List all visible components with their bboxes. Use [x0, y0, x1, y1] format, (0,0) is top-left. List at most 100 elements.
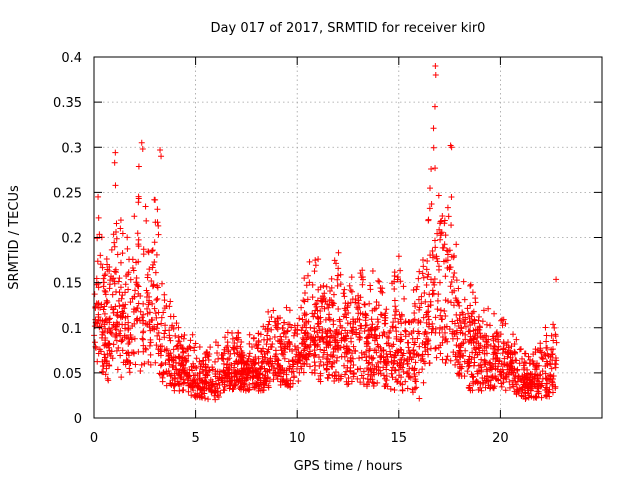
data-point [179, 366, 186, 373]
data-point [411, 385, 418, 392]
data-point [188, 392, 195, 399]
data-point [511, 340, 518, 347]
data-point [302, 354, 309, 361]
data-point [366, 346, 373, 353]
data-point [279, 350, 286, 357]
data-point [427, 252, 434, 259]
data-point [283, 367, 290, 374]
data-point [117, 225, 124, 232]
data-point [483, 339, 490, 346]
data-point [443, 356, 450, 363]
data-point [314, 343, 321, 350]
data-point [293, 351, 300, 358]
data-point [317, 372, 324, 379]
data-point [331, 359, 338, 366]
data-point [469, 289, 476, 296]
data-point [341, 371, 348, 378]
data-point [238, 339, 245, 346]
data-point [109, 291, 116, 298]
data-point [286, 366, 293, 373]
data-point [146, 266, 153, 273]
data-point [410, 317, 417, 324]
data-point [263, 341, 270, 348]
data-point [167, 380, 174, 387]
data-point [320, 349, 327, 356]
data-point [224, 360, 231, 367]
data-point [501, 355, 508, 362]
data-point [373, 305, 380, 312]
data-point [391, 357, 398, 364]
data-point [255, 370, 262, 377]
data-point [139, 317, 146, 324]
data-point [151, 305, 158, 312]
data-point [161, 305, 168, 312]
data-point [156, 370, 163, 377]
data-point [391, 297, 398, 304]
data-point [290, 374, 297, 381]
data-point [292, 327, 299, 334]
data-point [333, 260, 340, 267]
data-point [357, 379, 364, 386]
data-point [173, 343, 180, 350]
data-point [391, 387, 398, 394]
data-point [542, 324, 549, 331]
data-point [311, 325, 318, 332]
data-point [435, 266, 442, 273]
data-point [484, 341, 491, 348]
data-point [125, 340, 132, 347]
data-point [433, 253, 440, 260]
data-point [493, 354, 500, 361]
data-point [154, 321, 161, 328]
data-point [332, 334, 339, 341]
data-point [329, 353, 336, 360]
data-point [289, 380, 296, 387]
data-point [403, 370, 410, 377]
data-point [154, 219, 161, 226]
data-point [298, 349, 305, 356]
data-point [166, 332, 173, 339]
data-point [506, 384, 513, 391]
data-point [145, 301, 152, 308]
data-point [527, 381, 534, 388]
data-point [478, 367, 485, 374]
data-point [448, 278, 455, 285]
data-point [97, 261, 104, 268]
data-point [442, 273, 449, 280]
data-point [186, 343, 193, 350]
data-point [100, 329, 107, 336]
data-point [472, 295, 479, 302]
data-point [401, 295, 408, 302]
data-point [242, 377, 249, 384]
data-point [412, 359, 419, 366]
data-point [455, 350, 462, 357]
data-point [281, 329, 288, 336]
data-point [431, 281, 438, 288]
data-point [380, 372, 387, 379]
data-point [357, 334, 364, 341]
data-point [425, 351, 432, 358]
data-point [124, 349, 131, 356]
data-point [199, 384, 206, 391]
data-point [190, 378, 197, 385]
data-point [397, 359, 403, 366]
data-point [131, 293, 138, 300]
data-point [369, 355, 376, 362]
data-point [319, 334, 326, 341]
data-point [232, 382, 239, 389]
data-point [192, 372, 199, 379]
data-point [423, 266, 430, 273]
data-point [304, 272, 311, 279]
data-point [320, 296, 327, 303]
data-point [542, 392, 549, 399]
data-point [381, 358, 388, 365]
data-point [498, 317, 505, 324]
data-point [245, 387, 252, 394]
data-point [383, 366, 390, 373]
data-point [348, 378, 355, 385]
data-point [356, 355, 363, 362]
data-point [316, 363, 323, 370]
data-point [303, 318, 310, 325]
data-point [398, 336, 405, 343]
data-point [93, 275, 100, 282]
data-point [193, 364, 200, 371]
